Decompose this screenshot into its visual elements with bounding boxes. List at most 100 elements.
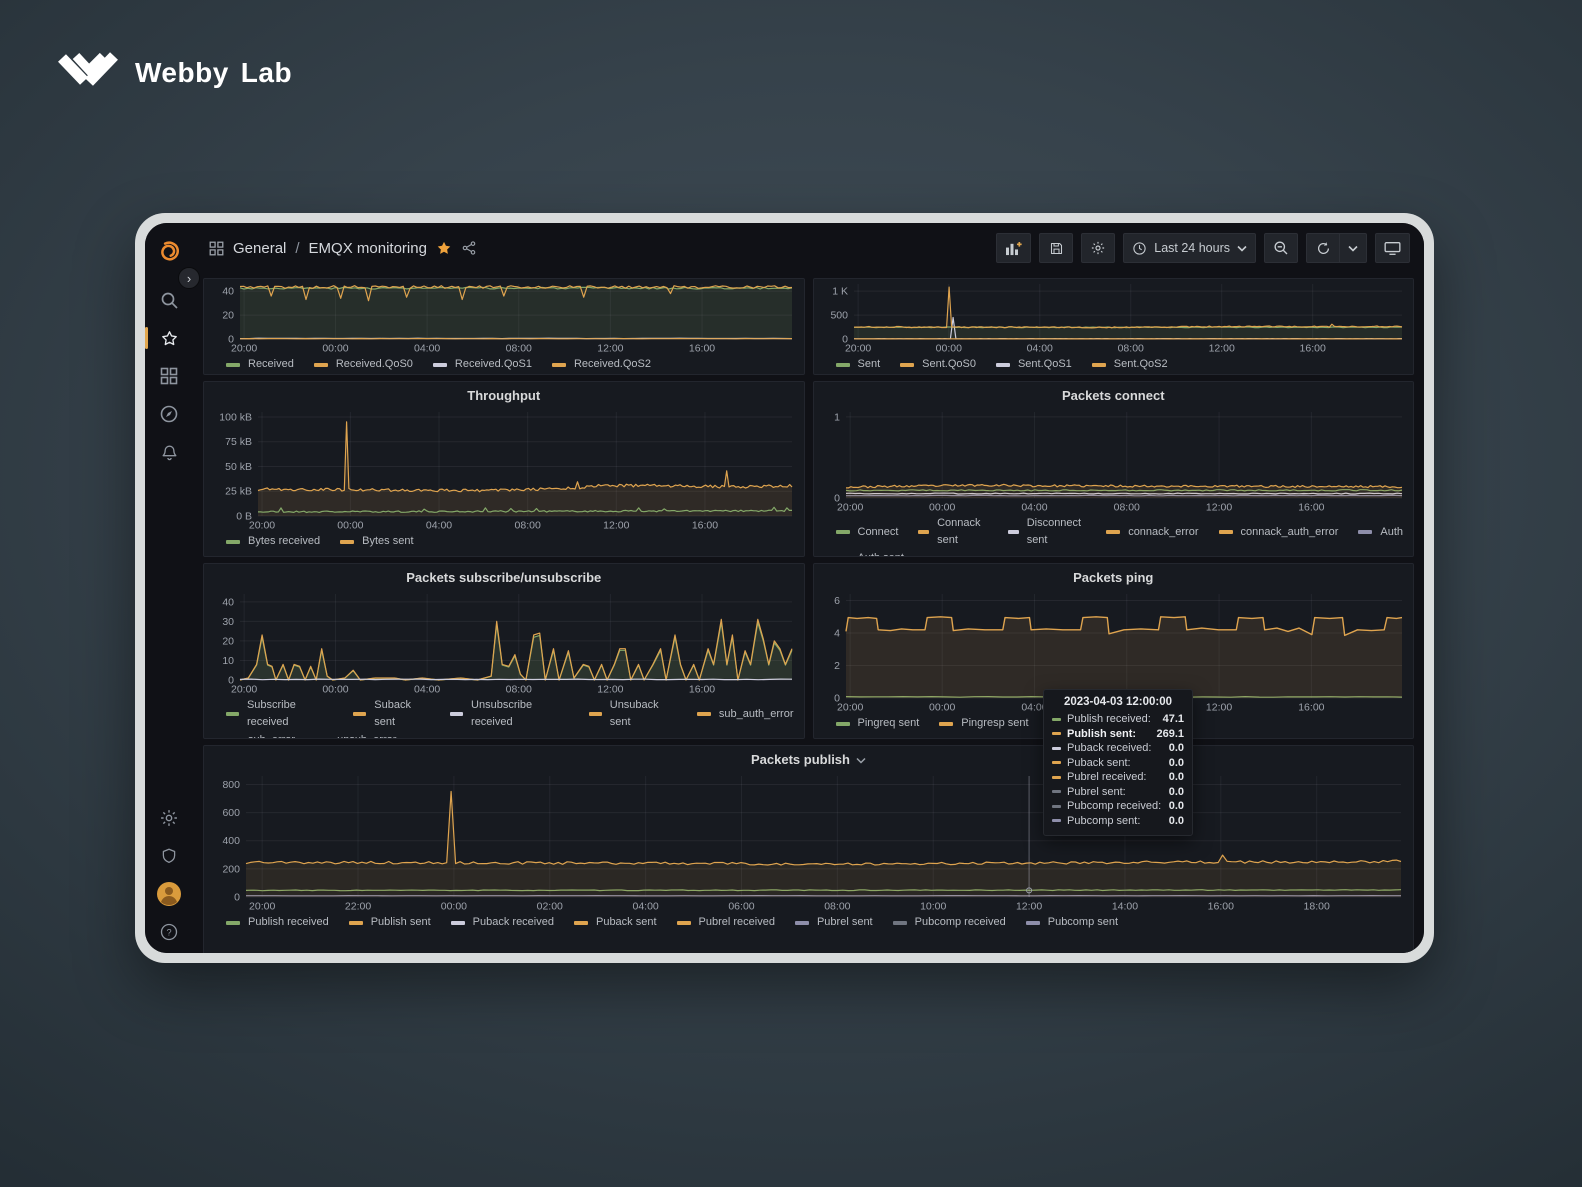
legend-item[interactable]: Suback sent	[353, 697, 430, 731]
messages-sent-legend: Sent Sent.QoS0 Sent.QoS1 Sent.QoS2	[820, 355, 1408, 373]
legend-swatch	[697, 712, 711, 716]
legend-item[interactable]: Received.QoS2	[552, 356, 651, 373]
svg-text:0: 0	[842, 334, 848, 346]
add-panel-button[interactable]	[996, 233, 1031, 263]
legend-item[interactable]: Received.QoS0	[314, 356, 413, 373]
svg-text:0 B: 0 B	[236, 511, 252, 523]
legend-label: Unsubscribe received	[471, 697, 569, 731]
legend-item[interactable]: Pingresp sent	[939, 715, 1028, 732]
legend-item[interactable]: connack_auth_error	[1219, 515, 1339, 549]
panel-title-packets-publish[interactable]: Packets publish	[210, 749, 1407, 770]
panel-menu-caret-icon[interactable]	[856, 757, 866, 764]
legend-item[interactable]: Pubcomp received	[893, 914, 1006, 931]
packets-subunsub-chart[interactable]: 20:0000:0004:0008:0012:0016:00010203040	[210, 588, 798, 696]
breadcrumb-dashboard-title[interactable]: EMQX monitoring	[309, 240, 427, 257]
legend-item[interactable]: Connack sent	[918, 515, 988, 549]
legend-item[interactable]: Received.QoS1	[433, 356, 532, 373]
legend-swatch	[1219, 530, 1233, 534]
grafana-logo-icon[interactable]	[151, 235, 187, 269]
legend-item[interactable]: connack_error	[1106, 515, 1198, 549]
throughput-chart[interactable]: 20:0000:0004:0008:0012:0016:000 B25 kB50…	[210, 406, 798, 532]
explore-compass-icon[interactable]	[151, 397, 187, 431]
legend-item[interactable]: sub_auth_error	[697, 697, 794, 731]
svg-text:10:00: 10:00	[920, 901, 946, 913]
legend-swatch	[315, 739, 329, 740]
legend-item[interactable]: Bytes received	[226, 533, 320, 550]
zoom-out-button[interactable]	[1264, 233, 1298, 263]
starred-icon[interactable]	[151, 321, 187, 355]
legend-item[interactable]: Unsubscribe received	[450, 697, 569, 731]
legend-swatch	[677, 921, 691, 925]
tooltip-series-label: Publish received:	[1067, 712, 1157, 727]
legend-item[interactable]: unsub_error	[315, 732, 396, 739]
help-icon[interactable]: ?	[151, 915, 187, 949]
legend-label: Auth sent	[858, 550, 904, 557]
sidebar: ?	[145, 223, 193, 953]
packets-subunsub-legend: Subscribe received Suback sent Unsubscribe…	[210, 696, 798, 739]
dashboard-settings-button[interactable]	[1081, 233, 1115, 263]
legend-item[interactable]: Disconnect sent	[1008, 515, 1086, 549]
panel-packets-connect: Packets connect 20:0000:0004:0008:0012:0…	[813, 381, 1415, 557]
legend-item[interactable]: Pubcomp sent	[1026, 914, 1118, 931]
user-avatar[interactable]	[151, 877, 187, 911]
panel-title-packets-ping[interactable]: Packets ping	[820, 567, 1408, 588]
tooltip-row: Publish sent:269.1	[1052, 727, 1184, 742]
server-admin-shield-icon[interactable]	[151, 839, 187, 873]
save-dashboard-button[interactable]	[1039, 233, 1073, 263]
panel-title-throughput[interactable]: Throughput	[210, 385, 798, 406]
refresh-button[interactable]	[1306, 233, 1340, 263]
packets-publish-chart[interactable]: 20:0022:0000:0002:0004:0006:0008:0010:00…	[210, 770, 1407, 913]
refresh-interval-caret[interactable]	[1340, 233, 1367, 263]
legend-item[interactable]: Pubrel sent	[795, 914, 873, 931]
tooltip-row: Puback received:0.0	[1052, 741, 1184, 756]
legend-swatch	[918, 530, 929, 534]
legend-item[interactable]: Pubrel received	[677, 914, 775, 931]
svg-text:6: 6	[834, 595, 840, 607]
cycle-view-button[interactable]	[1375, 233, 1410, 263]
configuration-gear-icon[interactable]	[151, 801, 187, 835]
legend-item[interactable]: Sent.QoS0	[900, 356, 976, 373]
legend-label: Bytes received	[248, 533, 320, 550]
packets-connect-chart[interactable]: 20:0000:0004:0008:0012:0016:0001	[820, 406, 1408, 514]
tooltip-series-swatch	[1052, 819, 1061, 822]
time-range-picker[interactable]: Last 24 hours	[1123, 233, 1256, 263]
panel-packets-subscribe-unsubscribe: Packets subscribe/unsubscribe 20:0000:00…	[203, 563, 805, 739]
legend-swatch	[353, 712, 366, 716]
breadcrumb-folder[interactable]: General	[233, 240, 286, 257]
svg-text:12:00: 12:00	[597, 684, 623, 696]
sidebar-expand-button[interactable]: ›	[178, 267, 200, 289]
tooltip-series-label: Puback sent:	[1067, 756, 1163, 771]
legend-label: Bytes sent	[362, 533, 413, 550]
search-icon[interactable]	[151, 283, 187, 317]
legend-item[interactable]: Received	[226, 356, 294, 373]
svg-text:0: 0	[834, 493, 840, 505]
legend-item[interactable]: Connect	[836, 515, 899, 549]
legend-item[interactable]: Sent.QoS2	[1092, 356, 1168, 373]
legend-item[interactable]: Publish sent	[349, 914, 431, 931]
panel-title-packets-subunsub[interactable]: Packets subscribe/unsubscribe	[210, 567, 798, 588]
legend-item[interactable]: Auth sent	[836, 550, 904, 557]
favorite-star-icon[interactable]	[436, 240, 452, 256]
legend-item[interactable]: Publish received	[226, 914, 329, 931]
legend-item[interactable]: Pingreq sent	[836, 715, 920, 732]
messages-sent-chart[interactable]: 20:0000:0004:0008:0012:0016:0005001 K	[820, 282, 1408, 355]
share-icon[interactable]	[461, 240, 477, 256]
dashboards-icon[interactable]	[151, 359, 187, 393]
tooltip-series-swatch	[1052, 761, 1061, 764]
legend-item[interactable]: Auth	[1358, 515, 1403, 549]
panel-title-packets-connect[interactable]: Packets connect	[820, 385, 1408, 406]
legend-item[interactable]: Puback received	[451, 914, 554, 931]
legend-item[interactable]: Sent	[836, 356, 881, 373]
legend-label: Received.QoS1	[455, 356, 532, 373]
legend-item[interactable]: sub_error	[226, 732, 295, 739]
alerting-bell-icon[interactable]	[151, 435, 187, 469]
svg-text:0: 0	[234, 892, 240, 904]
svg-text:75 kB: 75 kB	[225, 436, 252, 448]
legend-item[interactable]: Puback sent	[574, 914, 657, 931]
legend-item[interactable]: Bytes sent	[340, 533, 413, 550]
legend-item[interactable]: Subscribe received	[226, 697, 333, 731]
svg-text:800: 800	[222, 779, 240, 791]
legend-item[interactable]: Unsuback sent	[589, 697, 677, 731]
messages-received-chart[interactable]: 20:0000:0004:0008:0012:0016:0002040	[210, 282, 798, 355]
legend-item[interactable]: Sent.QoS1	[996, 356, 1072, 373]
